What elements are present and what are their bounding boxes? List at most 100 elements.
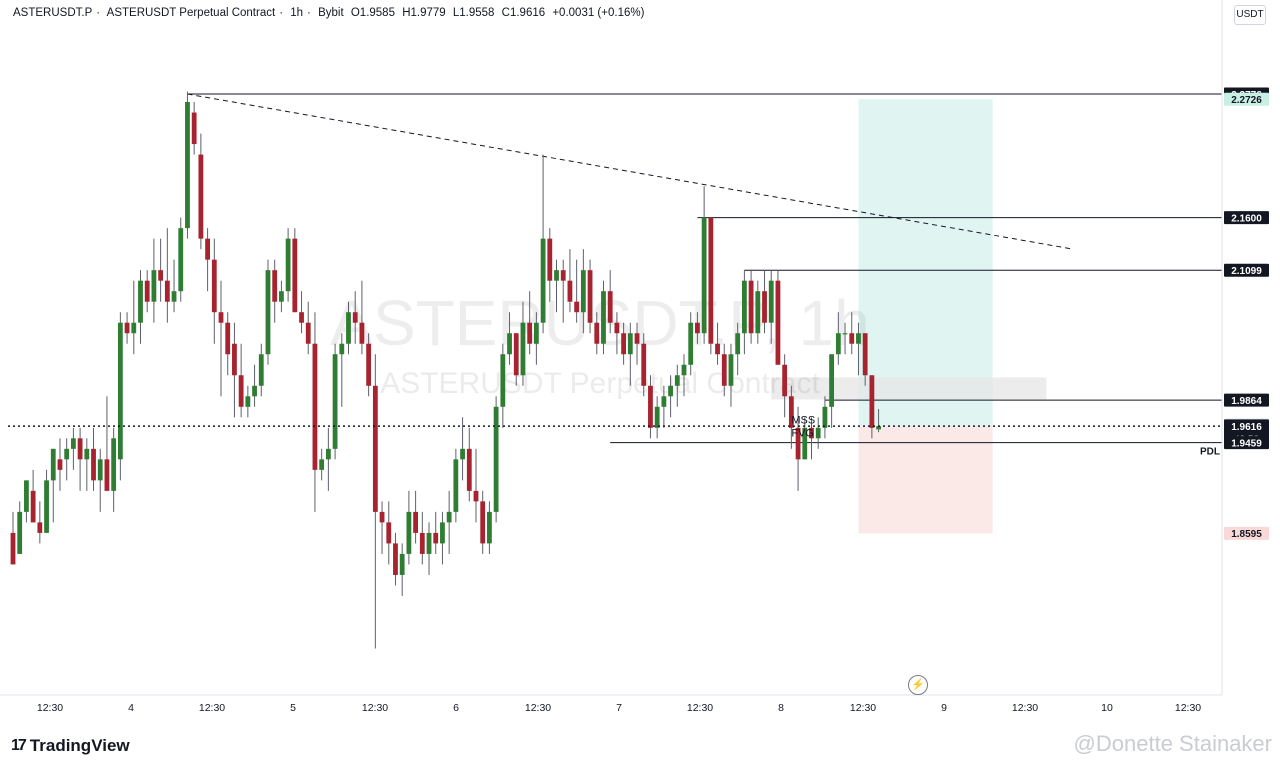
x-tick-label: 6 — [453, 702, 459, 714]
candle-body — [460, 448, 465, 460]
candle-body — [258, 354, 264, 386]
tradingview-logo-text: TradingView — [29, 736, 130, 755]
candle-body — [453, 459, 459, 512]
candle-body — [131, 322, 137, 334]
candle-body — [117, 322, 123, 460]
candle-body — [433, 532, 439, 544]
candle-body — [84, 448, 90, 460]
candle-body — [372, 385, 378, 512]
candle-body — [151, 270, 157, 302]
candle-body — [621, 333, 627, 355]
candle-body — [440, 522, 445, 544]
candle-body — [762, 291, 767, 323]
candle-body — [627, 333, 633, 355]
candle-body — [37, 522, 43, 533]
x-tick-label: 12:30 — [1012, 702, 1038, 714]
candle-body — [144, 280, 150, 302]
price-scale-value: 1.8595 — [1231, 529, 1262, 540]
candle-body — [695, 322, 700, 334]
level-label: PDL — [1200, 447, 1220, 458]
symbol-name[interactable]: ASTERUSDT.P — [13, 7, 93, 19]
candle-body — [768, 280, 774, 323]
tradingview-logo[interactable]: 17 TradingView — [11, 736, 130, 756]
candle-body — [44, 480, 49, 533]
trendline — [187, 93, 1074, 250]
price-scale-tag — [1224, 211, 1269, 225]
price-scale-tag — [1224, 263, 1269, 277]
price-scale-tag — [1224, 526, 1269, 540]
candle-body — [319, 459, 325, 470]
candle-body — [674, 375, 680, 386]
candle-body — [594, 322, 600, 344]
candle-body — [346, 312, 351, 344]
candle-body — [252, 385, 257, 397]
ohlc-change: +0.0031 (+0.16%) — [552, 7, 645, 19]
candle-body — [339, 343, 345, 355]
candle-body — [862, 333, 868, 376]
candle-body — [842, 333, 848, 335]
currency-button[interactable]: USDT — [1234, 5, 1266, 25]
candle-body — [50, 448, 56, 481]
candle-body — [399, 553, 405, 575]
x-tick-label: 12:30 — [525, 702, 551, 714]
candle-body — [10, 532, 16, 565]
candle-body — [419, 532, 425, 554]
stop-zone — [858, 426, 993, 534]
x-tick-label: 10 — [1101, 702, 1113, 714]
candle-body — [279, 291, 284, 302]
price-scale-value: 1.9459 — [1231, 438, 1262, 449]
candle-body — [708, 217, 714, 344]
x-tick-label: 12:30 — [687, 702, 713, 714]
x-tick-label: 7 — [616, 702, 622, 714]
candle-body — [876, 426, 881, 430]
candle-body — [688, 322, 694, 365]
candle-body — [809, 427, 814, 439]
interval-label[interactable]: 1h — [290, 7, 304, 19]
candle-body — [185, 102, 190, 229]
candle-body — [513, 333, 519, 376]
candle-body — [587, 270, 593, 323]
x-tick-label: 12:30 — [362, 702, 388, 714]
candle-body — [393, 543, 398, 575]
candle-body — [272, 270, 278, 302]
price-scale-tag — [1224, 436, 1269, 450]
candle-body — [869, 375, 875, 428]
candle-body — [822, 406, 828, 428]
candle-body — [379, 511, 385, 523]
candle-body — [325, 448, 331, 460]
candle-body — [634, 333, 640, 344]
candle-body — [466, 448, 472, 491]
candle-body — [661, 396, 667, 407]
candle-body — [413, 511, 418, 533]
candle-body — [533, 322, 539, 344]
candle-body — [97, 459, 103, 481]
candle-body — [520, 322, 526, 376]
candle-body — [164, 280, 170, 302]
candle-body — [406, 511, 412, 554]
price-scale-value: 2.1600 — [1231, 213, 1262, 224]
candle-body — [487, 511, 492, 544]
fvg-zone — [771, 377, 1047, 400]
candle-body — [359, 322, 365, 344]
candle-body — [211, 259, 217, 313]
price-scale-tag — [1224, 393, 1269, 407]
price-scale-value: 1.9616 — [1231, 422, 1262, 433]
author-credit: @Donette Stainaker — [1073, 731, 1272, 756]
candle-body — [366, 343, 372, 386]
candle-body — [312, 343, 318, 470]
tradingview-mark-icon: 17 — [11, 737, 27, 754]
candle-body — [507, 333, 512, 355]
lightning-icon[interactable]: ⚡ — [908, 675, 928, 695]
candle-body — [124, 322, 130, 334]
x-tick-label: 4 — [128, 702, 134, 714]
candle-body — [305, 322, 311, 344]
watermark-symbol: ASTERUSDT.P, 1h — [330, 287, 869, 359]
fvg-label: FVG — [791, 428, 814, 440]
candle-body — [30, 490, 36, 523]
candle-body — [728, 354, 734, 386]
mss-label: MSS — [791, 415, 815, 427]
candle-body — [238, 375, 244, 407]
x-tick-label: 12:30 — [37, 702, 63, 714]
x-tick-label: 9 — [941, 702, 947, 714]
